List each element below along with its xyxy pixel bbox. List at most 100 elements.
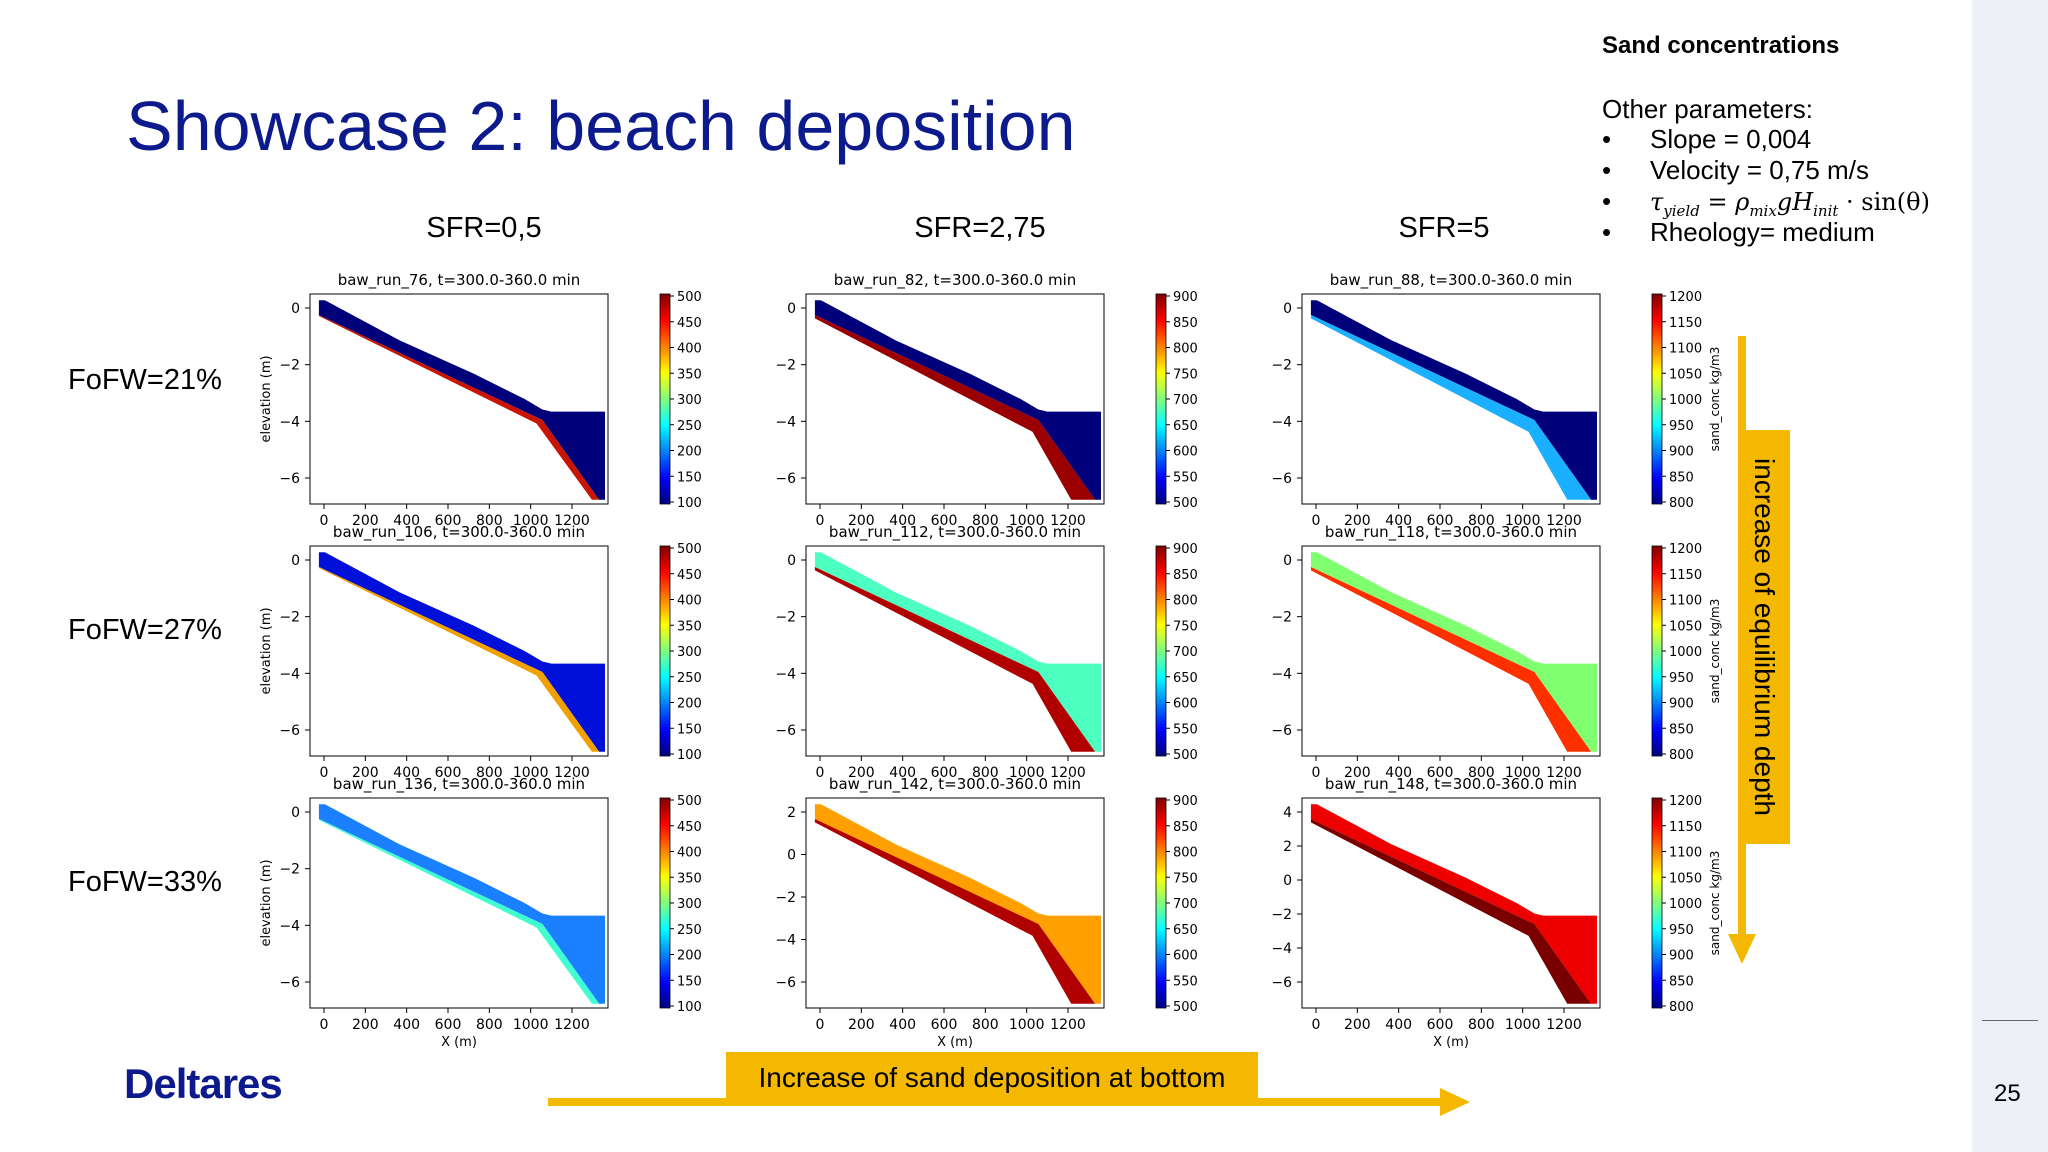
y-tick-label: −4 (279, 414, 300, 430)
colorbar-tick-label: 400 (677, 594, 702, 609)
parameter-text: Velocity = 0,75 m/s (1650, 155, 1869, 185)
colorbar (659, 545, 671, 757)
sand-deposition-label-box: Increase of sand deposition at bottom (726, 1052, 1258, 1102)
x-tick-label: 1000 (1505, 765, 1541, 781)
x-tick-label: 1200 (1546, 513, 1582, 529)
y-tick-label: 0 (787, 848, 796, 864)
parameter-item: • Slope = 0,004 (1602, 124, 1930, 155)
colorbar-tick-label: 950 (1669, 923, 1694, 938)
colorbar (659, 293, 671, 505)
x-tick-label: 600 (931, 513, 958, 529)
y-tick-label: 0 (291, 553, 300, 569)
plot-panel: baw_run_88, t=300.0-360.0 min 0 −2 −4 −6 0 200… (1271, 271, 1722, 529)
colorbar-label: sand_conc kg/m3 (1708, 851, 1722, 956)
x-tick-label: 200 (352, 513, 379, 529)
colorbar-tick-label: 350 (677, 367, 702, 382)
x-tick-label: 0 (320, 765, 329, 781)
x-tick-label: 600 (435, 765, 462, 781)
colorbar-tick-label: 100 (677, 1000, 702, 1015)
y-tick-label: −6 (1271, 975, 1292, 991)
colorbar-tick-label: 500 (677, 794, 702, 809)
colorbar-tick-label: 1000 (1669, 645, 1702, 660)
colorbar-tick-label: 500 (1173, 748, 1198, 763)
colorbar-tick-label: 500 (677, 542, 702, 557)
y-tick-label: −2 (1271, 358, 1292, 374)
colorbar-tick-label: 650 (1173, 923, 1198, 938)
x-tick-label: 400 (889, 1017, 916, 1033)
x-tick-label: 600 (1427, 513, 1454, 529)
plot-title: baw_run_148, t=300.0-360.0 min (1325, 775, 1577, 794)
bottom-deposit-layer (814, 567, 1096, 752)
x-tick-label: 0 (1312, 1017, 1321, 1033)
y-tick-label: −6 (1271, 723, 1292, 739)
y-tick-label: −2 (279, 862, 300, 878)
colorbar-tick-label: 800 (1173, 594, 1198, 609)
y-tick-label: −2 (279, 358, 300, 374)
x-tick-label: 1200 (1546, 765, 1582, 781)
y-tick-label: 0 (787, 553, 796, 569)
x-tick-label: 0 (320, 513, 329, 529)
x-tick-label: 1000 (1009, 1017, 1045, 1033)
x-tick-label: 1200 (1546, 1017, 1582, 1033)
sediment-body (1310, 804, 1597, 1004)
colorbar-tick-label: 1100 (1669, 846, 1702, 861)
yield-stress-formula: τyield = ρmixgHinit · sin(θ) (1650, 188, 1930, 220)
row-label-fofw-27: FoFW=27% (68, 614, 222, 646)
x-tick-label: 800 (476, 513, 503, 529)
x-tick-label: 400 (1385, 1017, 1412, 1033)
sediment-body (814, 552, 1101, 752)
y-tick-label: 2 (1283, 839, 1292, 855)
colorbar-tick-label: 900 (1173, 542, 1198, 557)
bottom-deposit-layer (1310, 315, 1592, 500)
y-tick-label: −2 (1271, 610, 1292, 626)
colorbar-tick-label: 150 (677, 470, 702, 485)
y-tick-label: 0 (787, 301, 796, 317)
plot-title: baw_run_76, t=300.0-360.0 min (338, 271, 581, 290)
y-tick-label: −6 (1271, 471, 1292, 487)
colorbar-tick-label: 550 (1173, 470, 1198, 485)
colorbar (1651, 293, 1663, 505)
colorbar-tick-label: 850 (1173, 820, 1198, 835)
x-tick-label: 400 (393, 765, 420, 781)
row-label-fofw-21: FoFW=21% (68, 364, 222, 396)
colorbar-tick-label: 650 (1173, 419, 1198, 434)
sediment-body (1310, 300, 1597, 500)
parameter-item-formula: • τyield = ρmixgHinit · sin(θ) (1602, 186, 1930, 220)
colorbar-tick-label: 1150 (1669, 820, 1702, 835)
y-tick-label: −2 (775, 358, 796, 374)
colorbar-label: sand_conc kg/m3 (1708, 599, 1722, 704)
x-tick-label: 600 (931, 765, 958, 781)
colorbar-tick-label: 1150 (1669, 568, 1702, 583)
equilibrium-depth-label-box: increase of equilibrium depth (1738, 430, 1790, 844)
x-tick-label: 800 (972, 1017, 999, 1033)
x-tick-label: 1000 (1505, 513, 1541, 529)
colorbar-tick-label: 550 (1173, 974, 1198, 989)
info-heading: Sand concentrations (1602, 32, 1840, 59)
x-tick-label: 800 (972, 513, 999, 529)
sediment-body (318, 804, 605, 1004)
colorbar-tick-label: 150 (677, 974, 702, 989)
plot-title: baw_run_142, t=300.0-360.0 min (829, 775, 1081, 794)
colorbar-tick-label: 400 (677, 846, 702, 861)
plot-title: baw_run_136, t=300.0-360.0 min (333, 775, 585, 794)
parameter-list: • Slope = 0,004 • Velocity = 0,75 m/s • τyi… (1602, 124, 1930, 248)
sediment-body (814, 804, 1101, 1004)
bottom-deposit-layer (1310, 567, 1592, 752)
colorbar-tick-label: 850 (1669, 722, 1694, 737)
x-tick-label: 400 (889, 765, 916, 781)
x-tick-label: 200 (848, 513, 875, 529)
colorbar (659, 797, 671, 1009)
x-tick-label: 1200 (554, 765, 590, 781)
colorbar (1651, 797, 1663, 1009)
y-tick-label: −2 (775, 610, 796, 626)
colorbar-tick-label: 900 (1669, 445, 1694, 460)
colorbar-tick-label: 850 (1669, 470, 1694, 485)
x-tick-label: 0 (816, 513, 825, 529)
colorbar-tick-label: 950 (1669, 419, 1694, 434)
colorbar-tick-label: 350 (677, 619, 702, 634)
colorbar-tick-label: 900 (1669, 949, 1694, 964)
x-axis-label: X (m) (937, 1035, 973, 1050)
colorbar-tick-label: 600 (1173, 697, 1198, 712)
colorbar-tick-label: 500 (677, 290, 702, 305)
colorbar-tick-label: 850 (1173, 568, 1198, 583)
